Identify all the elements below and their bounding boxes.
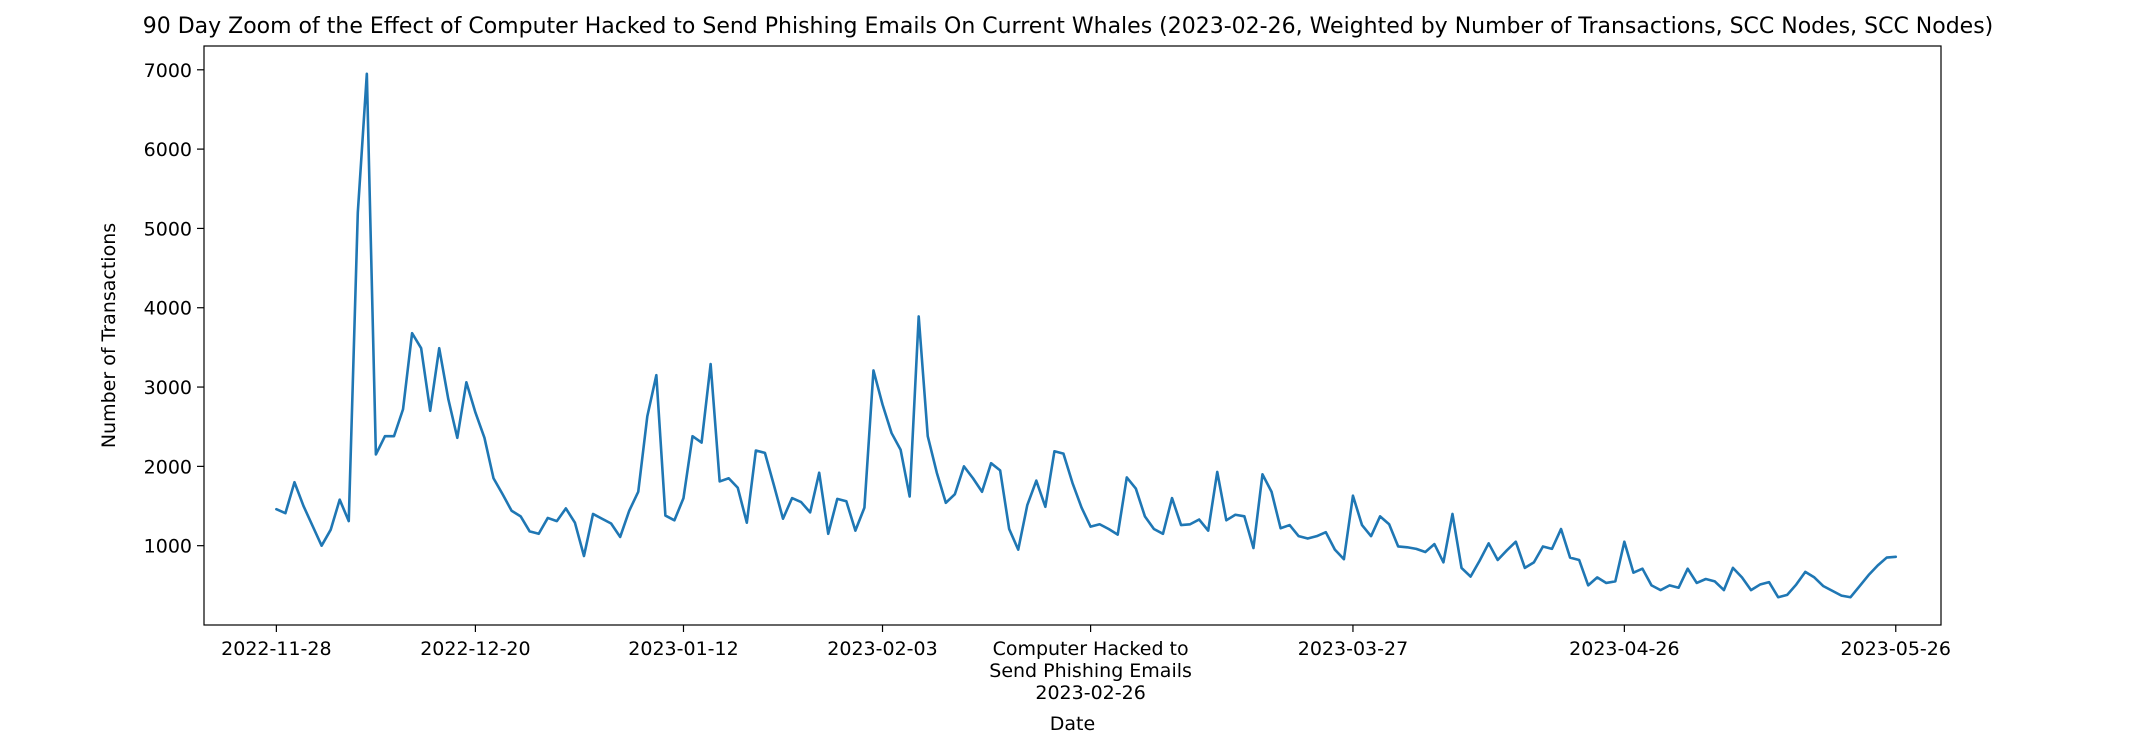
- y-tick-label: 2000: [144, 456, 192, 478]
- y-tick-label: 7000: [144, 60, 192, 82]
- x-tick-label: 2023-02-03: [827, 638, 937, 660]
- x-tick-label: 2023-03-27: [1298, 638, 1408, 660]
- chart-title: 90 Day Zoom of the Effect of Computer Ha…: [143, 14, 1994, 39]
- event-tick-label: Send Phishing Emails: [989, 660, 1192, 682]
- x-tick-label: 2022-11-28: [221, 638, 331, 660]
- y-tick-label: 4000: [144, 298, 192, 320]
- y-axis: 1000 2000 3000 4000 5000 6000 7000: [144, 60, 204, 558]
- y-tick-label: 1000: [144, 536, 192, 558]
- y-tick-label: 3000: [144, 377, 192, 399]
- x-tick-label: 2023-05-26: [1841, 638, 1951, 660]
- y-tick-label: 5000: [144, 218, 192, 240]
- event-tick-label: Computer Hacked to: [993, 638, 1189, 660]
- y-axis-label: Number of Transactions: [98, 223, 120, 448]
- y-tick-label: 6000: [144, 139, 192, 161]
- x-tick-label: 2023-01-12: [628, 638, 738, 660]
- x-tick-label: 2022-12-20: [420, 638, 530, 660]
- x-axis: 2022-11-28 2022-12-20 2023-01-12 2023-02-03…: [221, 625, 1951, 704]
- plot-area-frame: [203, 45, 1942, 626]
- series-line: [275, 72, 1898, 599]
- event-tick-label: 2023-02-26: [1035, 682, 1145, 704]
- x-axis-label: Date: [1050, 713, 1095, 735]
- x-tick-label: 2023-04-26: [1569, 638, 1679, 660]
